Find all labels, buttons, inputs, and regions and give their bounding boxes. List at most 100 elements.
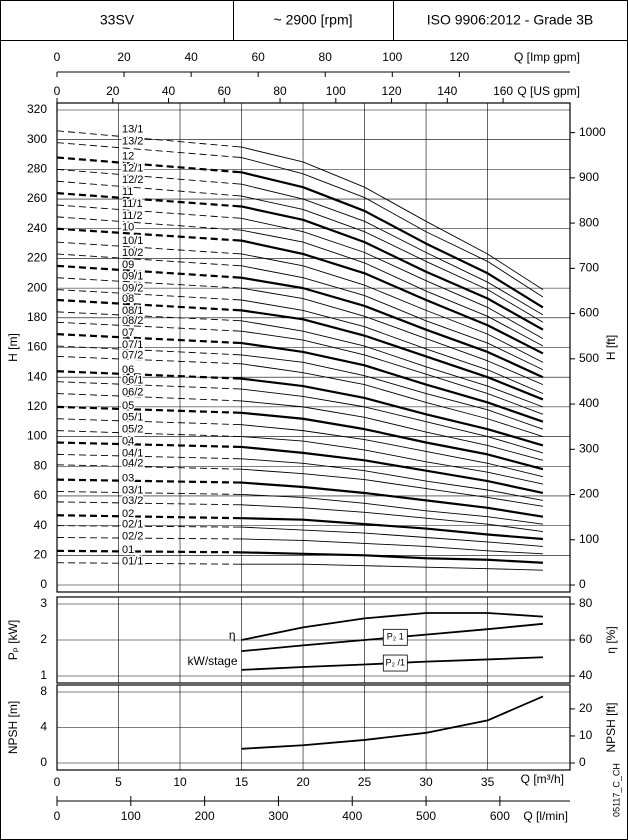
curve: [56, 393, 544, 461]
y2-tick-label: 800: [579, 215, 599, 229]
x-axis-label: Q [US gpm]: [517, 84, 580, 98]
x-tick-label: 0: [54, 84, 61, 98]
curve: [56, 537, 543, 555]
x-tick-label: 160: [493, 84, 513, 98]
curve-label stage: 11/2: [122, 210, 143, 222]
y-tick-label: 40: [34, 518, 48, 532]
curve: [56, 453, 544, 501]
curve-label stage: 01: [122, 544, 134, 556]
y-tick-label: 140: [27, 369, 47, 383]
x-tick-label: 500: [416, 809, 436, 823]
curve: [56, 298, 544, 401]
curve-label stage: 02/2: [122, 530, 143, 542]
x-tick-label: 80: [319, 50, 333, 64]
y-tick-label: 240: [27, 221, 47, 235]
y2-tick-label: 600: [579, 306, 599, 320]
y2-tick-label: 200: [579, 487, 599, 501]
y2-tick-label: 0: [579, 577, 586, 591]
curve: [56, 253, 544, 371]
x-tick-label: 0: [54, 50, 61, 64]
curve-label stage: 05/1: [122, 412, 143, 424]
x-tick-label: 120: [382, 84, 402, 98]
x-axis-label: Q [Imp gpm]: [514, 50, 580, 64]
curve-label stage: 03/1: [122, 484, 143, 496]
curve-label stage: 12/1: [122, 162, 143, 174]
curve-label: P₂ 1: [387, 632, 404, 642]
x-tick-label: 120: [449, 50, 469, 64]
x-tick-label: 100: [326, 84, 346, 98]
curve: [56, 156, 544, 309]
y-tick-label: 3: [40, 596, 47, 610]
y-axis-label: H [m]: [6, 333, 20, 362]
y-tick-label: 0: [40, 577, 47, 591]
y-tick-label: 8: [40, 684, 47, 698]
curve-label stage: 06/2: [122, 386, 143, 398]
x-tick-label: 10: [173, 775, 187, 789]
x-tick-label: 400: [342, 809, 362, 823]
y2-axis-label: H [ft]: [604, 335, 618, 360]
curve: [241, 612, 543, 641]
curve-label stage: 08/1: [122, 305, 143, 317]
curve-label stage: 13/1: [122, 124, 143, 136]
y-tick-label: 2: [40, 632, 47, 646]
curve: [56, 311, 544, 408]
curve: [56, 130, 544, 290]
curve: [56, 216, 544, 347]
curve-label stage: 12: [122, 150, 134, 162]
y-tick-label: 220: [27, 251, 47, 265]
curve: [56, 241, 544, 363]
curve-label stage: 11: [122, 186, 133, 198]
curve: [56, 321, 544, 415]
y-tick-label: 60: [34, 488, 48, 502]
curve-label stage: 06: [122, 364, 134, 376]
curve-label stage: 01/1: [122, 556, 143, 568]
x-tick-label: 80: [273, 84, 287, 98]
y2-tick-label: 500: [579, 351, 599, 365]
y2-tick-label: 100: [579, 532, 599, 546]
curve: [56, 441, 544, 495]
y-tick-label: 260: [27, 191, 47, 205]
x-tick-label: 20: [106, 84, 120, 98]
curve-label stage: 10/2: [122, 247, 143, 259]
curve: [56, 562, 543, 571]
curve: [56, 491, 543, 525]
curve-label stage: 08/2: [122, 315, 143, 327]
curve-label stage: 03/2: [122, 495, 143, 507]
curve-label stage: 13/2: [122, 136, 143, 148]
y2-tick-label: 400: [579, 396, 599, 410]
x-tick-label: 0: [54, 809, 61, 823]
x-tick-label: 40: [184, 50, 198, 64]
curve-label stage: 05: [122, 400, 134, 412]
x-axis-label: Q [m³/h]: [521, 772, 564, 786]
annotation: kW/stage: [188, 654, 238, 668]
curve-label stage: 08: [122, 293, 134, 305]
curve: [56, 168, 544, 316]
curve: [56, 525, 543, 547]
y-tick-label: 180: [27, 310, 47, 324]
y-tick-label: 80: [34, 458, 48, 472]
curve-label: η: [229, 628, 236, 642]
curve: [56, 345, 544, 430]
curve: [56, 204, 544, 339]
curve-label stage: 07/2: [122, 349, 143, 361]
curve: [241, 695, 544, 750]
x-tick-label: 20: [117, 50, 131, 64]
curve: [56, 501, 543, 533]
y-tick-label: 300: [27, 132, 47, 146]
y2-tick-label: 0: [579, 755, 586, 769]
x-tick-label: 140: [437, 84, 457, 98]
y2-tick-label: 1000: [579, 125, 606, 139]
x-tick-label: 0: [54, 775, 61, 789]
x-tick-label: 40: [162, 84, 176, 98]
y2-tick-label: 300: [579, 441, 599, 455]
standard: ISO 9906:2012 - Grade 3B: [427, 12, 594, 28]
x-tick-label: 30: [419, 775, 433, 789]
curve-label stage: 06/1: [122, 375, 143, 387]
curve: [56, 180, 544, 323]
drawing-code: 05117_C_CH: [611, 763, 621, 817]
curve-label: P₂ /1: [386, 657, 406, 667]
y2-axis-label: NPSH [ft]: [604, 702, 618, 752]
curve: [56, 289, 544, 394]
y2-tick-label: 20: [579, 701, 593, 715]
